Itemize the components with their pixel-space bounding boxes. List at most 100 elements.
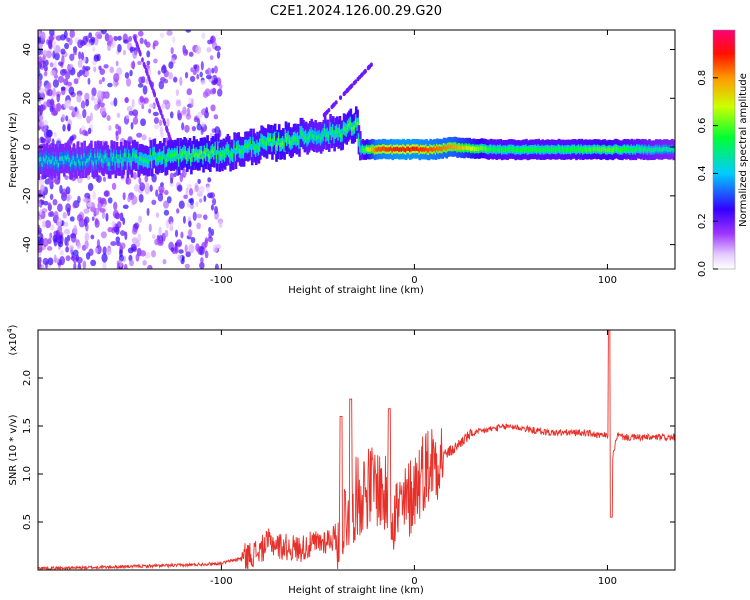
noise-dot: [152, 111, 159, 117]
ridge-core: [229, 154, 232, 160]
ridge-core: [440, 146, 443, 152]
noise-dot: [82, 108, 87, 119]
ridge-core: [595, 147, 599, 152]
noise-dot: [52, 87, 56, 97]
ridge-core: [486, 147, 489, 152]
ridge-core: [125, 153, 128, 158]
streak-dot: [332, 102, 336, 107]
ridge-core: [452, 144, 455, 150]
noise-dot: [141, 104, 145, 110]
noise-dot: [160, 132, 165, 138]
noise-dot: [53, 211, 59, 221]
noise-dot: [55, 35, 62, 41]
ridge-core: [73, 160, 77, 166]
noise-dot: [119, 212, 124, 222]
ridge-core: [611, 148, 615, 153]
noise-dot: [93, 97, 98, 106]
ridge-core: [642, 148, 646, 153]
svg-text:(x104): (x104): [6, 324, 19, 355]
ridge-core: [638, 146, 642, 152]
ridge-core: [403, 147, 407, 152]
noise-dot: [57, 217, 63, 227]
noise-dot: [102, 246, 107, 255]
noise-dot: [43, 71, 48, 77]
noise-dot: [84, 240, 89, 249]
ridge-core: [556, 147, 559, 152]
ridge-core: [113, 153, 116, 158]
ridge-core: [460, 146, 463, 151]
ridge-core: [290, 141, 293, 146]
ridge-core: [465, 145, 469, 150]
noise-dot: [48, 39, 53, 49]
ridge-core: [342, 125, 346, 131]
noise-dot: [38, 177, 44, 187]
ridge-core: [133, 152, 136, 157]
ridge-core: [96, 152, 100, 158]
ridge-core: [221, 154, 224, 159]
streak-dot: [142, 61, 146, 67]
ridge-core: [325, 133, 328, 138]
noise-dot: [195, 243, 200, 252]
noise-dot: [134, 222, 140, 230]
noise-dot: [38, 230, 41, 235]
ridge-core: [637, 146, 640, 151]
ridge-core: [123, 152, 127, 157]
noise-dot: [65, 115, 69, 122]
noise-dot: [157, 193, 164, 202]
ridge-core: [392, 146, 396, 152]
ridge-core: [142, 158, 146, 164]
ridge-core: [217, 146, 220, 151]
ridge-core: [567, 147, 570, 152]
noise-dot: [163, 200, 169, 209]
ridge-core: [599, 147, 603, 153]
ridge-core: [180, 153, 184, 158]
ridge-core: [294, 135, 297, 141]
streak-dot: [343, 90, 347, 96]
ridge-core: [146, 159, 150, 165]
noise-dot: [62, 211, 67, 219]
noise-dot: [81, 51, 85, 61]
ridge-core: [53, 161, 57, 166]
noise-dot: [145, 41, 151, 48]
ridge-core: [311, 134, 315, 139]
ridge-core: [172, 153, 176, 159]
noise-dot: [124, 97, 130, 104]
noise-dot: [84, 216, 90, 224]
ridge-core: [87, 157, 90, 163]
noise-dot: [191, 125, 197, 132]
noise-dot: [84, 71, 90, 77]
noise-dot: [130, 61, 136, 69]
noise-dot: [207, 177, 212, 183]
noise-dot: [72, 46, 78, 53]
ridge-core: [421, 147, 424, 152]
noise-dot: [131, 227, 138, 235]
ridge-core: [238, 148, 242, 154]
noise-dot: [65, 246, 70, 253]
ridge-core: [441, 146, 445, 152]
ridge-core: [596, 146, 600, 152]
streak-dot: [149, 79, 152, 85]
noise-dot: [168, 72, 173, 80]
ridge-core: [387, 147, 390, 152]
ridge-core: [227, 148, 231, 153]
ridge-core: [194, 153, 197, 158]
noise-dot: [54, 52, 60, 61]
noise-dot: [80, 100, 86, 109]
noise-dot: [45, 129, 53, 138]
noise-dot: [208, 226, 212, 233]
noise-dot: [209, 192, 215, 199]
ridge-core: [592, 146, 596, 152]
spectrogram-frame: [37, 29, 676, 270]
ridge-core: [461, 145, 465, 150]
noise-dot: [193, 117, 199, 123]
noise-dot: [107, 44, 111, 52]
ridge-core: [472, 146, 476, 151]
ridge-core: [192, 148, 196, 153]
ridge-core: [140, 156, 143, 161]
noise-dot: [93, 66, 97, 73]
spectrogram-ytick-label: -20: [22, 188, 33, 204]
noise-dot: [214, 263, 219, 269]
noise-dot: [206, 67, 212, 76]
noise-dot: [139, 95, 144, 103]
noise-dot: [219, 83, 223, 90]
